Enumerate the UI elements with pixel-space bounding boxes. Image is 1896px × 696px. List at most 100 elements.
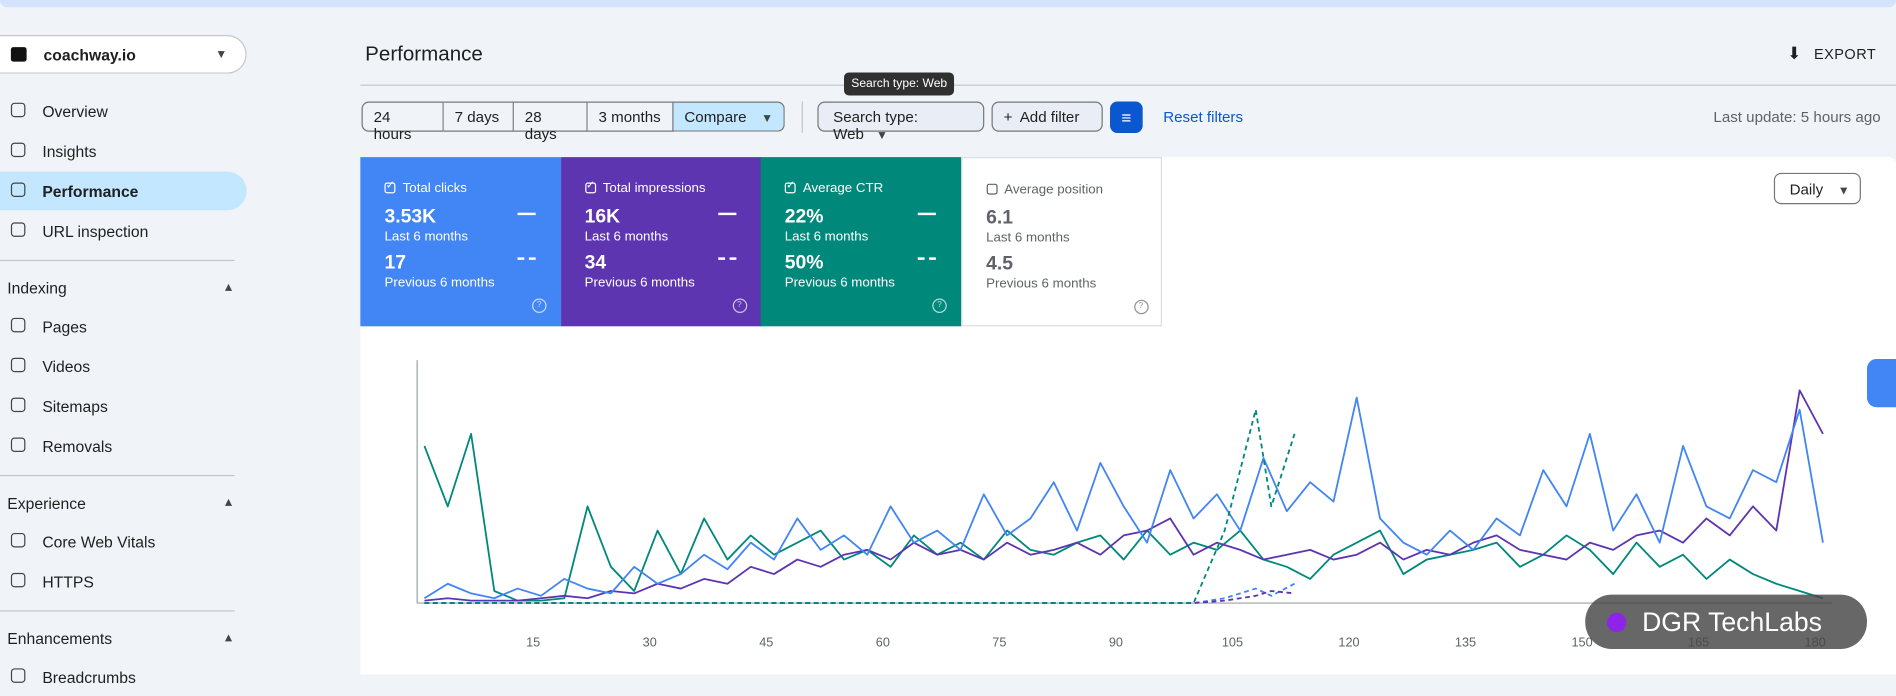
checkbox (784, 182, 796, 194)
previous-period: Previous 6 months (986, 276, 1097, 292)
previous-series-line (424, 590, 1295, 604)
nav-section-title[interactable]: Indexing (7, 279, 67, 298)
nav-icon (10, 142, 26, 158)
separator (801, 101, 803, 133)
current-value: 6.1 (986, 207, 1013, 229)
previous-period: Previous 6 months (384, 275, 495, 291)
add-filter-chip[interactable]: + Add filter (991, 101, 1103, 132)
nav-item[interactable]: Core Web Vitals (0, 522, 247, 561)
x-tick-label: 45 (759, 636, 773, 650)
x-tick-label: 150 (1571, 636, 1592, 650)
nav-item[interactable]: Sitemaps (0, 387, 247, 426)
side-tab[interactable] (1866, 358, 1896, 408)
nav-icon (10, 182, 26, 197)
nav-item[interactable]: Insights (0, 132, 247, 171)
site-name: coachway.io (43, 45, 136, 65)
nav-item[interactable]: HTTPS (0, 562, 247, 601)
help-icon: ? (1133, 299, 1149, 315)
previous-series-line (424, 582, 1295, 604)
current-value: 16K (584, 206, 621, 228)
range-button[interactable]: 7 days (443, 101, 514, 132)
granularity-dropdown[interactable]: Daily ▼ (1773, 172, 1861, 205)
previous-period: Previous 6 months (584, 275, 695, 291)
export-label: EXPORT (1813, 45, 1877, 63)
nav-item[interactable]: Performance (0, 171, 247, 211)
metric-label-wrap: Total impressions (585, 181, 706, 196)
add-filter-label: Add filter (1019, 108, 1080, 126)
dropdown-arrow: ▼ (876, 129, 889, 143)
plus-icon: + (1003, 108, 1013, 126)
nav-item[interactable]: Overview (0, 92, 247, 131)
nav-label: Overview (42, 102, 108, 121)
current-period: Last 6 months (584, 229, 669, 245)
nav-item[interactable]: Removals (0, 427, 247, 466)
previous-value: 4.5 (986, 253, 1013, 275)
filter-settings-button[interactable]: ≡ (1110, 101, 1143, 133)
nav-divider (0, 610, 235, 612)
chart: 153045607590105120135150165180 (416, 360, 1832, 650)
watermark-dot (1607, 612, 1627, 633)
help-icon: ? (532, 298, 547, 314)
export-button[interactable]: ⬇ EXPORT (1787, 44, 1876, 65)
range-button[interactable]: 3 months (587, 101, 674, 132)
range-button[interactable]: 24 hours (361, 101, 444, 143)
range-button[interactable]: Compare ▼ (673, 101, 785, 132)
range-button[interactable]: 28 days (513, 101, 588, 143)
x-tick-label: 135 (1455, 636, 1476, 650)
x-tick-label: 105 (1222, 636, 1243, 650)
previous-value: 50% (784, 252, 824, 274)
nav-label: Core Web Vitals (42, 532, 156, 552)
nav-icon (10, 572, 26, 588)
current-period: Last 6 months (986, 230, 1070, 246)
dropdown-arrow: ▼ (215, 48, 228, 62)
nav-label: Performance (42, 182, 139, 201)
nav-icon (10, 397, 26, 413)
nav-section-title[interactable]: Enhancements (7, 629, 113, 648)
nav-item[interactable]: Videos (0, 347, 247, 386)
previous-value: 17 (384, 252, 407, 274)
metric-card[interactable]: ✓ Total impressions 16K Last 6 months 34 Prev… (560, 157, 762, 327)
site-icon (10, 47, 27, 62)
range-label: 28 days (524, 108, 557, 143)
download-icon: ⬇ (1787, 43, 1802, 63)
nav-label: URL inspection (42, 222, 149, 241)
nav-icon (10, 317, 26, 333)
reset-filters[interactable]: Reset filters (1163, 108, 1244, 126)
nav-icon (10, 222, 26, 237)
property-selector[interactable]: coachway.io ▼ (0, 35, 247, 74)
previous-line-key (517, 257, 536, 260)
page-title: Performance (365, 42, 483, 66)
nav-item[interactable]: URL inspection (0, 211, 247, 250)
current-period: Last 6 months (784, 229, 869, 245)
nav-section-title[interactable]: Experience (7, 494, 86, 513)
x-tick-label: 30 (643, 636, 657, 650)
check-mark: ✓ (585, 178, 595, 191)
metric-label-wrap: Total clicks (385, 181, 467, 196)
nav-item[interactable]: Pages (0, 307, 247, 346)
dropdown-arrow: ▼ (761, 112, 774, 126)
metric-card[interactable]: ✓ Total clicks 3.53K Last 6 months 17 Previou… (360, 157, 562, 327)
current-line-key (917, 212, 936, 216)
search-type-chip[interactable]: Search type: Web ▼ (817, 101, 985, 143)
series-line (423, 396, 1824, 600)
tooltip: Search type: Web (844, 72, 955, 96)
checkbox (384, 182, 396, 194)
watermark: DGR TechLabs (1585, 594, 1867, 649)
previous-period: Previous 6 months (784, 275, 895, 291)
checkbox (986, 183, 997, 195)
series-line (423, 432, 1824, 602)
nav-label: Sitemaps (42, 397, 108, 416)
help-icon: ? (932, 298, 947, 314)
series-line (424, 389, 1824, 602)
help-icon: ? (732, 298, 747, 314)
current-line-key (717, 212, 736, 216)
metric-card[interactable]: ✓ Average CTR 22% Last 6 months 50% Previous … (760, 157, 962, 327)
granularity-label: Daily (1789, 181, 1824, 199)
nav-label: Videos (42, 357, 91, 376)
watermark-text: DGR TechLabs (1642, 606, 1822, 637)
metric-label-wrap: Average position (986, 182, 1103, 197)
previous-line-key (917, 257, 936, 260)
metric-card[interactable]: Average position 6.1 Last 6 months 4.5 Previ… (960, 157, 1162, 327)
